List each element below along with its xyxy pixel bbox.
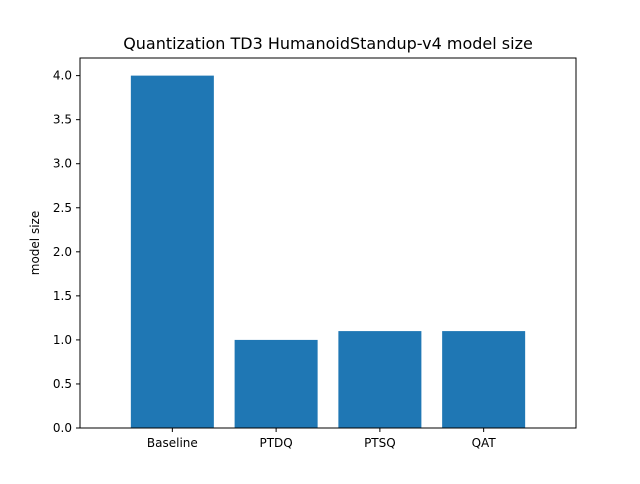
x-ticks-group: Baseline PTDQ PTSQ QAT xyxy=(147,428,496,450)
x-tick-label-baseline: Baseline xyxy=(147,436,198,450)
y-tick-label: 1.0 xyxy=(53,333,72,347)
bars-group xyxy=(130,75,526,428)
bar-baseline xyxy=(130,75,214,428)
y-tick-label: 2.5 xyxy=(53,201,72,215)
y-tick-label: 0.5 xyxy=(53,377,72,391)
x-tick-label-ptsq: PTSQ xyxy=(364,436,396,450)
y-tick-label: 0.0 xyxy=(53,421,72,435)
y-ticks-group: 0.0 0.5 1.0 1.5 2.0 2.5 3.0 3.5 4.0 xyxy=(53,69,80,435)
y-axis-label: model size xyxy=(28,211,42,275)
plot-frame xyxy=(79,57,577,429)
y-tick-label: 2.0 xyxy=(53,245,72,259)
y-tick-label: 4.0 xyxy=(53,69,72,83)
bar-ptdq xyxy=(234,339,318,428)
y-tick-label: 3.5 xyxy=(53,113,72,127)
y-tick-label: 3.0 xyxy=(53,157,72,171)
bar-ptsq xyxy=(338,331,422,428)
x-tick-label-ptdq: PTDQ xyxy=(259,436,292,450)
chart-title: Quantization TD3 HumanoidStandup-v4 mode… xyxy=(123,34,533,53)
bar-qat xyxy=(442,331,526,428)
x-tick-label-qat: QAT xyxy=(472,436,497,450)
y-tick-label: 1.5 xyxy=(53,289,72,303)
